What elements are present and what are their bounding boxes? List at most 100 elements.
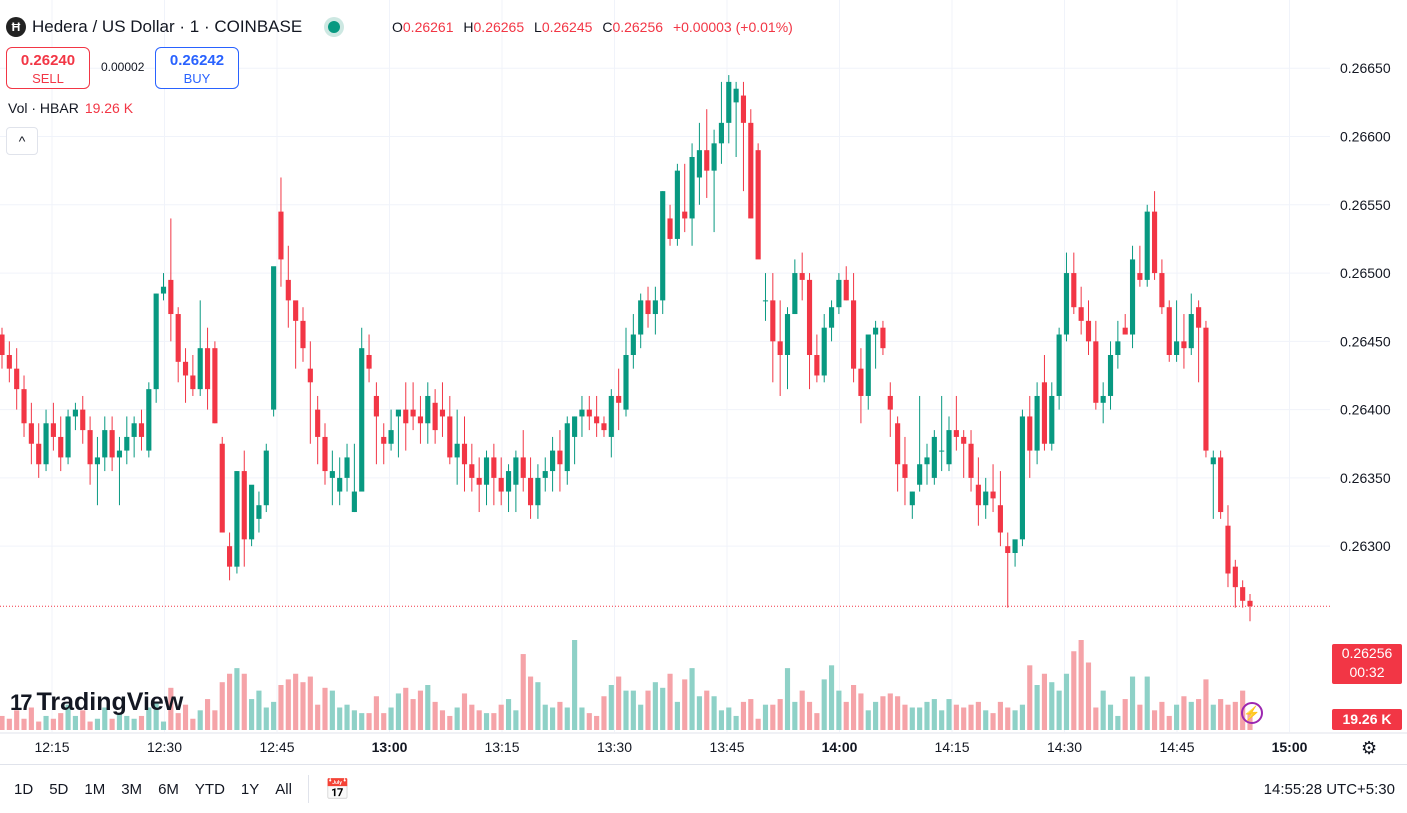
volume-bar [1027, 665, 1033, 730]
volume-bar [924, 701, 930, 730]
candle-body [961, 436, 967, 444]
volume-bar [968, 704, 974, 730]
volume-bar [792, 701, 798, 730]
volume-bar [953, 704, 959, 730]
volume-bar [608, 685, 614, 730]
candle-body [997, 505, 1003, 533]
candle-body [241, 471, 247, 540]
volume-bar [858, 693, 864, 730]
period-5d[interactable]: 5D [49, 781, 69, 798]
clock-timezone[interactable]: 14:55:28 UTC+5:30 [1263, 781, 1395, 798]
change-value: +0.00003 (+0.01%) [672, 19, 793, 35]
volume-bar [1232, 701, 1238, 730]
candle-body [1151, 211, 1158, 274]
y-tick-label: 0.26400 [1340, 402, 1391, 418]
candle-body [6, 355, 12, 369]
volume-bar [1100, 690, 1106, 730]
candle-body [1181, 341, 1187, 349]
candle-body [109, 430, 115, 458]
volume-label: Vol · HBAR [8, 100, 79, 116]
period-1d[interactable]: 1D [14, 781, 34, 798]
sell-button[interactable]: 0.26240 SELL [6, 47, 90, 89]
buy-price: 0.26242 [169, 52, 225, 69]
calendar-icon[interactable]: 📅 [325, 779, 350, 801]
candle-body [880, 327, 886, 349]
volume-bar [1144, 676, 1150, 730]
candle-body [1115, 341, 1121, 355]
candle-body [263, 450, 269, 506]
market-status-icon[interactable] [328, 21, 341, 33]
volume-bar [403, 687, 409, 730]
volume-bar [1115, 715, 1121, 730]
volume-bar [990, 713, 996, 730]
x-tick-label: 12:15 [34, 739, 69, 755]
volume-bar [87, 721, 93, 730]
volume-bar [116, 713, 123, 730]
volume-bar [1093, 707, 1099, 730]
price-chart[interactable]: 0.26650 0.26600 0.26550 0.26500 0.26450 0.264… [0, 0, 1407, 764]
volume-bar [777, 699, 783, 730]
x-tick-label: 14:45 [1159, 739, 1194, 755]
volume-bar [1049, 682, 1055, 730]
candle-body [902, 464, 908, 478]
symbol-header[interactable]: Ħ Hedera / US Dollar · 1 · COINBASE [6, 16, 341, 38]
volume-bar [483, 713, 490, 730]
volume-bar [219, 682, 225, 730]
collapse-legend-button[interactable]: ^ [6, 127, 38, 155]
candle-body [1005, 546, 1011, 554]
volume-bar [652, 682, 658, 730]
period-6m[interactable]: 6M [158, 781, 179, 798]
candle-body [388, 430, 394, 444]
volume-bar [594, 715, 600, 730]
volume-bar [1034, 685, 1040, 730]
candle-body [1174, 341, 1180, 355]
buy-button[interactable]: 0.26242 BUY [155, 47, 239, 89]
candle-body [946, 430, 952, 465]
candle-body [975, 484, 981, 506]
period-1y[interactable]: 1Y [240, 781, 260, 798]
x-tick-label: 15:00 [1272, 739, 1308, 755]
chevron-up-icon: ^ [18, 133, 26, 149]
period-all[interactable]: All [275, 781, 292, 798]
open-value: 0.26261 [402, 19, 454, 35]
period-1m[interactable]: 1M [84, 781, 106, 798]
symbol-title[interactable]: Hedera / US Dollar · 1 · COINBASE [32, 17, 303, 36]
lightning-icon[interactable]: ⚡ [1241, 702, 1263, 724]
candle-body [293, 300, 299, 321]
candle-body [608, 395, 614, 437]
settings-gear-icon[interactable]: ⚙ [1361, 738, 1378, 758]
volume-bar [300, 682, 306, 730]
volume-bar [623, 690, 629, 730]
period-3m[interactable]: 3M [121, 781, 143, 798]
volume-bar [931, 699, 937, 730]
volume-bar [961, 707, 967, 730]
volume-bar [21, 718, 27, 730]
tradingview-watermark: 17 TradingView [10, 688, 183, 717]
candle-body [425, 395, 431, 424]
volume-bar [660, 687, 666, 730]
y-tick-label: 0.26650 [1340, 60, 1391, 76]
volume-bar [344, 704, 350, 730]
candle-body [65, 416, 71, 458]
candle-body [1034, 395, 1040, 451]
period-ytd[interactable]: YTD [194, 781, 225, 798]
volume-bar [564, 707, 570, 730]
candle-body [689, 156, 695, 219]
candle-body [72, 409, 78, 417]
candle-body [851, 300, 857, 369]
volume-bar [1019, 704, 1025, 730]
candle-body [527, 477, 534, 506]
candle-body [770, 300, 776, 342]
x-tick-label: 12:30 [147, 739, 182, 755]
sell-label: SELL [32, 71, 64, 86]
volume-legend[interactable]: Vol · HBAR 19.26 K [8, 100, 133, 116]
candle-body [138, 423, 145, 437]
volume-bar [821, 679, 827, 730]
candle-body [726, 81, 732, 123]
candle-body [505, 471, 512, 492]
candle-body [43, 423, 49, 465]
volume-bar [542, 704, 548, 730]
volume-bar [799, 690, 805, 730]
toolbar-divider [308, 775, 309, 803]
volume-bar [153, 701, 159, 730]
